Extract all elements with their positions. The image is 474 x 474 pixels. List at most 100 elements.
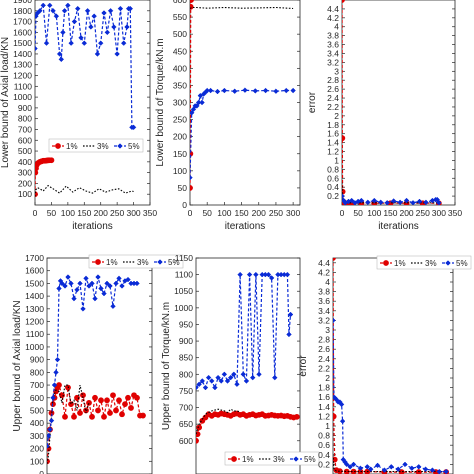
data-point-five-pct [114, 51, 120, 57]
data-point-five-pct [367, 466, 374, 472]
data-point-five-pct [74, 5, 81, 12]
y-tick-label: 1.6 [318, 392, 330, 402]
data-point-one-pct [333, 413, 337, 420]
data-point-five-pct [97, 40, 104, 46]
data-point-five-pct [50, 8, 56, 14]
data-point-five-pct [110, 303, 116, 310]
x-tick-label: 100 [61, 208, 75, 218]
data-point-five-pct [107, 283, 113, 289]
y-tick-label: 1400 [25, 291, 44, 301]
data-point-five-pct [212, 384, 218, 391]
x-tick-label: 0 [188, 208, 193, 218]
y-tick-label: 0.4 [318, 450, 330, 460]
data-point-one-pct [71, 413, 77, 420]
legend-marker-one-pct [55, 143, 61, 149]
x-tick-label: 250 [269, 208, 283, 218]
series-line-three-pct [196, 408, 241, 435]
data-point-five-pct [357, 465, 364, 471]
data-point-one-pct [86, 399, 92, 406]
legend-label-five-pct: 5% [304, 455, 316, 464]
data-point-five-pct [265, 271, 272, 278]
legend-label-one-pct: 1% [106, 258, 118, 267]
data-point-five-pct [286, 331, 292, 338]
data-point-five-pct [347, 464, 353, 470]
y-tick-label: 800 [30, 367, 44, 377]
data-point-one-pct [113, 407, 119, 414]
data-point-five-pct [92, 295, 98, 302]
data-point-five-pct [74, 287, 80, 293]
y-tick-label: 4.4 [318, 258, 330, 268]
y-tick-label: 900 [179, 336, 193, 346]
y-tick-label: 250 [173, 115, 187, 125]
x-tick-label: 200 [252, 208, 266, 218]
y-tick-label: 3.6 [318, 296, 330, 306]
y-tick-label: 1000 [174, 303, 193, 313]
data-point-five-pct [262, 87, 269, 94]
data-point-five-pct [50, 395, 56, 401]
data-point-five-pct [60, 29, 66, 36]
y-tick-label: 400 [173, 63, 187, 73]
legend-label-one-pct: 1% [242, 455, 254, 464]
x-tick-label: 300 [432, 208, 446, 218]
data-point-five-pct [77, 280, 83, 287]
data-point-five-pct [273, 88, 279, 94]
plot-marks [35, 2, 137, 198]
legend: 1% 3% 5% [376, 255, 472, 270]
y-tick-label: 0.2 [318, 459, 330, 469]
x-tick-label: 200 [399, 208, 413, 218]
data-point-five-pct [224, 378, 231, 384]
y-tick-label: 1.8 [318, 383, 330, 393]
data-point-five-pct [443, 468, 449, 474]
y-tick-label: 1.4 [318, 402, 330, 412]
y-tick-label: 1000 [25, 342, 44, 352]
y-tick-label: 4.2 [327, 13, 339, 23]
data-point-five-pct [390, 198, 397, 204]
data-point-five-pct [221, 87, 228, 94]
x-tick-label: 0 [340, 208, 345, 218]
y-tick-label: 3.8 [327, 31, 339, 41]
y-tick-label: 150 [173, 149, 187, 159]
plot-marks [190, 0, 296, 191]
x-tick-label: 100 [367, 208, 381, 218]
data-point-five-pct [342, 193, 345, 199]
y-tick-label: 3.4 [327, 48, 339, 58]
data-point-one-pct [74, 394, 80, 401]
x-tick-label: 300 [286, 208, 300, 218]
data-point-five-pct [35, 45, 38, 52]
data-point-five-pct [287, 311, 294, 318]
data-point-five-pct [283, 87, 290, 94]
data-point-five-pct [65, 274, 71, 280]
legend-label-three-pct: 3% [97, 142, 109, 151]
data-point-five-pct [409, 465, 415, 471]
data-point-five-pct [339, 418, 346, 424]
y-tick-label: 500 [30, 405, 44, 415]
y-tick-label: 4.2 [318, 267, 330, 277]
y-tick-label: 200 [18, 178, 32, 188]
data-point-five-pct [436, 468, 443, 474]
y-tick-label: 3.6 [327, 40, 339, 50]
y-tick-label: 700 [179, 403, 193, 413]
data-point-five-pct [199, 99, 205, 106]
y-tick-label: 100 [30, 456, 44, 466]
data-point-five-pct [43, 40, 50, 46]
data-point-five-pct [256, 371, 262, 378]
data-point-five-pct [111, 24, 117, 30]
y-tick-label: 0 [39, 469, 44, 474]
y-tick-label: 550 [173, 12, 187, 22]
legend-marker-one-pct [95, 259, 101, 265]
data-point-five-pct [119, 283, 125, 289]
x-tick-label: 150 [234, 208, 248, 218]
y-tick-label: 300 [173, 98, 187, 108]
y-tick-label: 4 [325, 277, 330, 287]
legend-box [376, 255, 472, 270]
y-tick-label: 350 [173, 80, 187, 90]
data-point-five-pct [196, 381, 202, 388]
data-point-five-pct [284, 271, 291, 278]
plot-marks [342, 0, 442, 205]
chart-panel-6: 0.20.40.60.811.21.41.61.822.22.42.62.833… [298, 255, 472, 474]
data-point-five-pct [338, 401, 345, 408]
data-point-five-pct [384, 200, 390, 205]
y-tick-label: 1100 [175, 270, 194, 280]
x-tick-label: 150 [77, 208, 91, 218]
